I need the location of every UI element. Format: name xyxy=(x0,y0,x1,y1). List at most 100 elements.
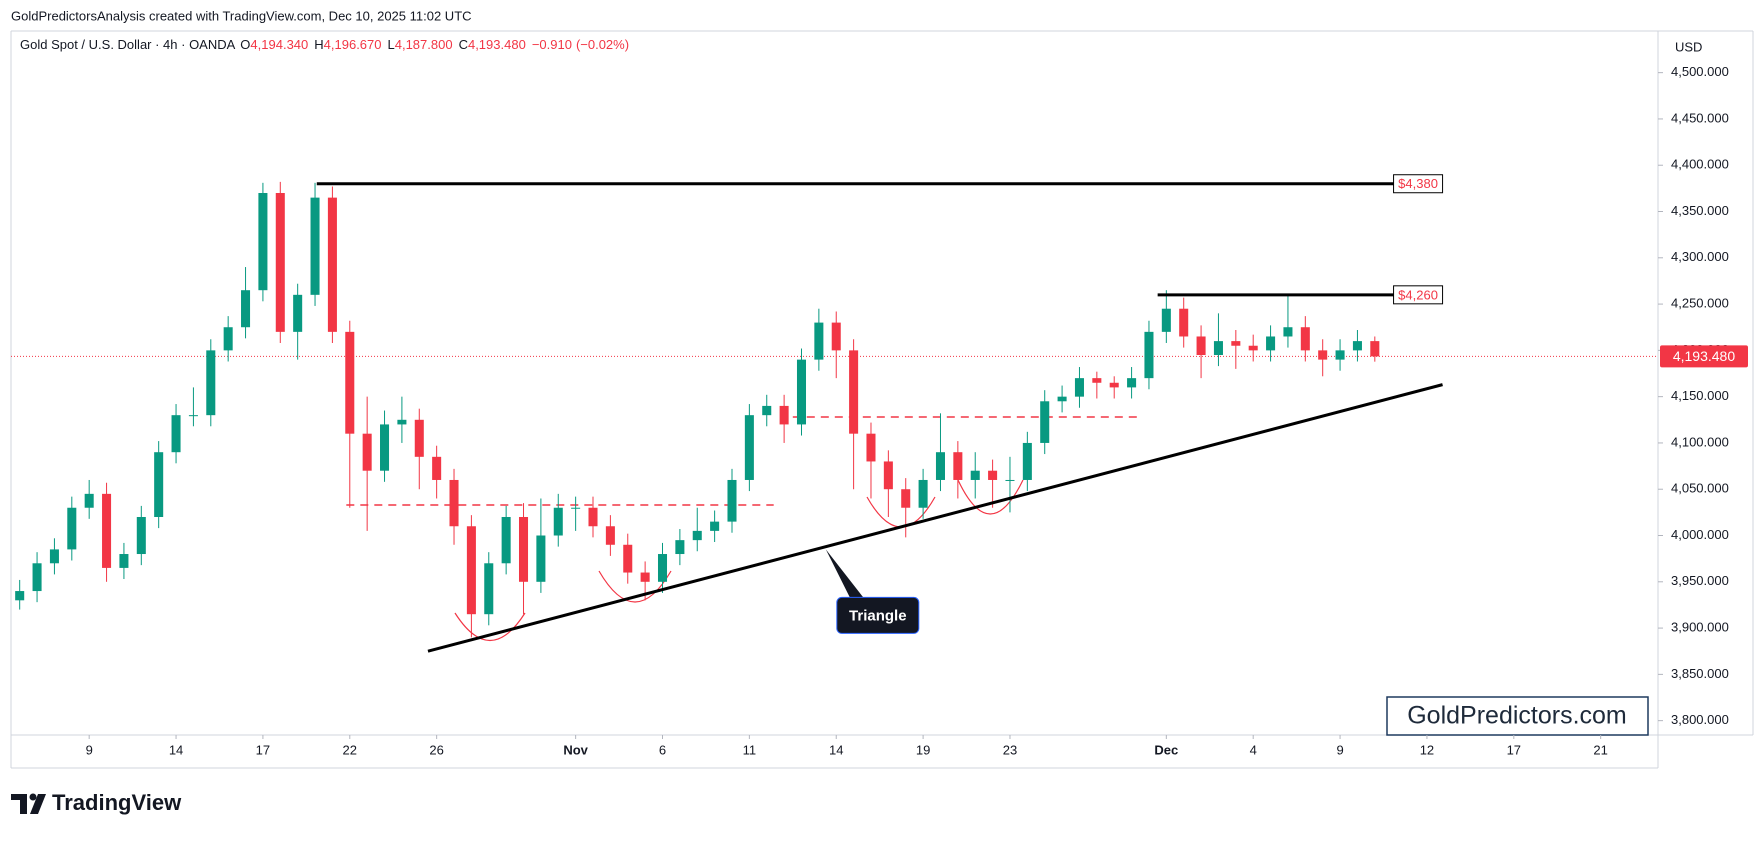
candle-body xyxy=(154,452,164,517)
candle-body xyxy=(1231,341,1241,346)
arc xyxy=(598,570,672,603)
y-tick-label: 4,000.000 xyxy=(1671,527,1729,542)
candle-body xyxy=(310,197,320,295)
ohlc-key: C xyxy=(459,37,468,52)
logo-dot xyxy=(29,793,37,801)
candle-body xyxy=(1318,350,1328,360)
ohlc-value: 4,196.670 xyxy=(324,37,382,52)
candle-body xyxy=(206,350,216,416)
x-tick-label: 14 xyxy=(169,742,183,757)
y-tick-label: 4,250.000 xyxy=(1671,296,1729,311)
y-tick-label: 3,800.000 xyxy=(1671,712,1729,727)
candle-body xyxy=(692,530,702,541)
candle-body xyxy=(171,415,181,453)
y-tick-label: 3,850.000 xyxy=(1671,666,1729,681)
callout-box xyxy=(836,596,920,634)
logo-mark xyxy=(30,794,46,814)
candle-body xyxy=(188,415,198,417)
candle-body xyxy=(414,419,424,457)
candle-body xyxy=(1179,308,1189,337)
candle-body xyxy=(675,540,685,555)
candle-body xyxy=(466,526,476,615)
candle-body xyxy=(49,549,59,564)
candle-body xyxy=(1109,382,1119,388)
y-tick-label: 4,400.000 xyxy=(1671,157,1729,172)
candle-body xyxy=(1022,442,1032,480)
callout-text: Triangle xyxy=(849,607,907,624)
ohlc-value: 4,194.340 xyxy=(250,37,308,52)
candle-body xyxy=(831,322,841,351)
candle-body xyxy=(84,493,94,508)
candle-body xyxy=(970,470,980,480)
candle-body xyxy=(988,470,998,480)
candle-body xyxy=(744,415,754,480)
candle-body xyxy=(1335,350,1345,360)
x-tick-label: 9 xyxy=(1336,742,1343,757)
candle-body xyxy=(883,461,893,490)
x-tick-label: 17 xyxy=(256,742,270,757)
candle-body xyxy=(1370,341,1380,357)
change-pct: (−0.02%) xyxy=(576,37,629,52)
candle-body xyxy=(553,507,563,536)
candle-body xyxy=(67,507,77,550)
candle-body xyxy=(397,419,407,425)
level-label: $4,380 xyxy=(1398,176,1438,191)
candle-body xyxy=(605,526,615,545)
ohlc-key: L xyxy=(388,37,395,52)
candle-body xyxy=(15,591,25,601)
candle-body xyxy=(623,544,633,573)
x-tick-label: 6 xyxy=(659,742,666,757)
callout-pointer xyxy=(825,549,865,600)
candle-body xyxy=(518,516,529,582)
candle-body xyxy=(571,507,581,509)
candle-body xyxy=(1161,308,1171,332)
x-tick-label: 14 xyxy=(829,742,843,757)
candle-body xyxy=(102,493,112,568)
candle-body xyxy=(275,192,285,332)
candle-body xyxy=(119,554,129,568)
candle-body xyxy=(432,456,442,480)
x-tick-label: 17 xyxy=(1507,742,1521,757)
y-tick-label: 4,300.000 xyxy=(1671,249,1729,264)
candle-body xyxy=(327,197,337,332)
candle-body xyxy=(901,489,911,508)
candle-body xyxy=(953,452,963,480)
y-tick-label: 4,100.000 xyxy=(1671,434,1729,449)
candle-body xyxy=(588,507,598,527)
candle-body xyxy=(484,563,494,615)
candle-body xyxy=(345,331,355,434)
ohlc-key: H xyxy=(314,37,323,52)
brand-logo xyxy=(11,793,46,814)
y-tick-label: 4,150.000 xyxy=(1671,388,1729,403)
candle-body xyxy=(727,479,737,522)
y-tick-label: 4,450.000 xyxy=(1671,110,1729,125)
candle-body xyxy=(223,327,233,351)
symbol-header: Gold Spot / U.S. Dollar · 4h · OANDA O4,1… xyxy=(20,37,629,52)
watermark: GoldPredictors.com xyxy=(1407,702,1627,730)
candle-body xyxy=(380,424,390,471)
candle-body xyxy=(1057,396,1067,402)
currency-label: USD xyxy=(1675,39,1702,54)
x-tick-label: Nov xyxy=(563,742,588,757)
level-label-box xyxy=(1393,174,1444,194)
candle-body xyxy=(449,479,459,527)
candle-body xyxy=(1266,336,1276,351)
arc xyxy=(454,612,526,641)
x-tick-label: 12 xyxy=(1420,742,1434,757)
candle-body xyxy=(814,322,824,360)
candle-body xyxy=(935,452,945,480)
x-tick-label: 21 xyxy=(1593,742,1607,757)
y-tick-label: 4,350.000 xyxy=(1671,203,1729,218)
candle-body xyxy=(241,290,251,328)
candle-body xyxy=(1213,341,1223,355)
candle-body xyxy=(640,572,650,582)
x-tick-label: 22 xyxy=(343,742,357,757)
candles xyxy=(15,181,1380,638)
caption: GoldPredictorsAnalysis created with Trad… xyxy=(11,8,472,23)
candle-body xyxy=(657,554,668,582)
candle-body xyxy=(1248,345,1258,351)
x-tick-label: 26 xyxy=(429,742,443,757)
candle-body xyxy=(1005,479,1015,481)
level-label-box xyxy=(1393,285,1444,305)
brand: TradingView xyxy=(52,790,182,815)
